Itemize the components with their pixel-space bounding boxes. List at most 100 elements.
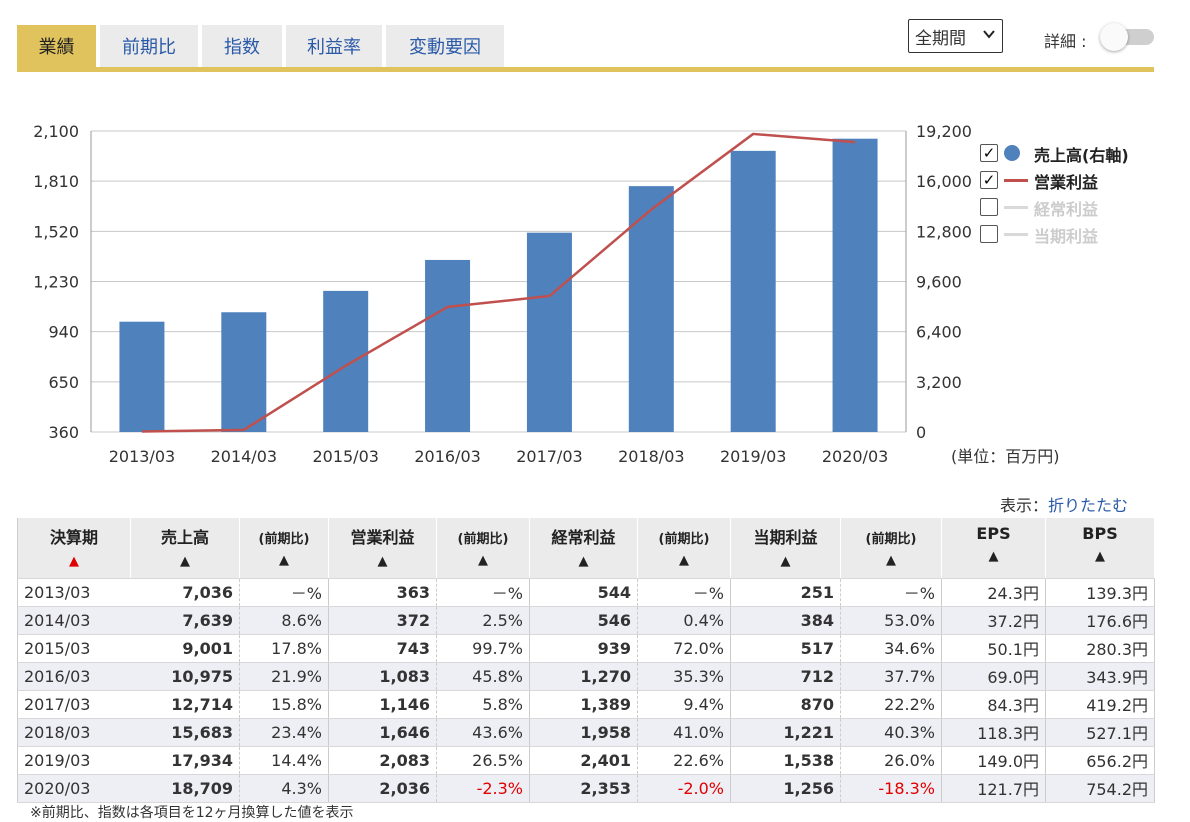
column-header: EPS ▲ <box>941 518 1046 579</box>
table-cell: 35.3% <box>637 662 731 691</box>
table-cell: 363 <box>328 578 437 607</box>
sort-arrow-icon[interactable]: ▲ <box>1095 549 1105 564</box>
fold-link[interactable]: 折りたたむ <box>1048 496 1129 515</box>
table-row: 2015/03 9,001 17.8% 743 99.7% 939 72.0% 517 34.6… <box>17 634 1155 663</box>
legend-dot-sales <box>1004 145 1020 161</box>
sort-arrow-icon[interactable]: ▲ <box>988 549 999 564</box>
sort-arrow-icon[interactable]: ▲ <box>377 554 388 569</box>
table-cell: 53.0% <box>840 606 942 635</box>
table-cell: 743 <box>328 634 437 663</box>
legend-item-ordinary[interactable]: 経常利益 <box>980 194 1160 219</box>
legend-item-sales[interactable]: ✓ 売上高(右軸) <box>980 140 1160 165</box>
table-cell: -2.3% <box>436 774 530 803</box>
table-cell: 84.3円 <box>941 690 1046 719</box>
table-cell: 22.6% <box>637 746 731 775</box>
legend-line-ordinary <box>1004 206 1028 209</box>
display-label: 表示： <box>1000 496 1049 515</box>
sort-arrow-icon[interactable]: ▲ <box>180 554 190 569</box>
table-cell: 280.3円 <box>1045 634 1155 663</box>
table-cell: －% <box>840 578 942 607</box>
legend-checkbox-ordinary[interactable] <box>980 198 998 216</box>
table-cell: 517 <box>730 634 841 663</box>
table-cell: 2.5% <box>436 606 530 635</box>
table-cell: 17.8% <box>239 634 329 663</box>
column-header-label: 営業利益 <box>350 528 415 547</box>
period-select[interactable]: 全期間 <box>908 19 1003 53</box>
table-cell: 18,709 <box>130 774 240 803</box>
sort-arrow-icon[interactable]: ▲ <box>69 554 79 569</box>
tab-margin[interactable]: 利益率 <box>286 25 382 67</box>
table-cell: 2,036 <box>328 774 437 803</box>
table-cell: 1,958 <box>529 718 638 747</box>
table-row: 2013/03 7,036 －% 363 －% 544 －% 251 －% 24.3円 139.3円 <box>17 578 1155 607</box>
column-header: 当期利益 ▲ <box>730 518 841 579</box>
table-cell: 26.5% <box>436 746 530 775</box>
left-axis-tick-label: 1,520 <box>33 222 79 241</box>
results-table: 決算期 ▲ 売上高 ▲ (前期比) ▲ 営業利益 ▲ (前期比) ▲ 経常利益 ▲ (前期比) ▲ 当期利益… <box>17 518 1155 803</box>
sort-arrow-icon[interactable]: ▲ <box>780 554 791 569</box>
table-cell: 1,146 <box>328 690 437 719</box>
table-cell: 139.3円 <box>1045 578 1155 607</box>
table-cell: 1,256 <box>730 774 841 803</box>
legend-checkbox-operating[interactable]: ✓ <box>980 171 998 189</box>
table-row: 2014/03 7,639 8.6% 372 2.5% 546 0.4% 384 53.0% 37… <box>17 606 1155 635</box>
table-cell: 21.9% <box>239 662 329 691</box>
table-cell: 546 <box>529 606 638 635</box>
table-cell: 24.3円 <box>941 578 1046 607</box>
left-axis-tick-label: 360 <box>48 423 79 442</box>
table-cell: 7,639 <box>130 606 240 635</box>
table-cell: 2,083 <box>328 746 437 775</box>
table-cell: －% <box>239 578 329 607</box>
left-axis-tick-label: 1,810 <box>33 172 79 191</box>
table-cell: 22.2% <box>840 690 942 719</box>
table-cell: 2017/03 <box>17 690 131 719</box>
column-header-label: (前期比) <box>865 532 917 547</box>
table-cell: 8.6% <box>239 606 329 635</box>
tab-index[interactable]: 指数 <box>202 25 282 67</box>
tab-results[interactable]: 業績 <box>17 25 96 67</box>
tab-yoy[interactable]: 前期比 <box>100 25 198 67</box>
table-cell: 384 <box>730 606 841 635</box>
column-header: (前期比) ▲ <box>637 518 731 579</box>
sort-arrow-icon[interactable]: ▲ <box>886 553 896 568</box>
legend-item-operating[interactable]: ✓ 営業利益 <box>980 167 1160 192</box>
column-header: (前期比) ▲ <box>840 518 942 579</box>
right-axis-tick-label: 0 <box>916 423 926 442</box>
sort-arrow-icon[interactable]: ▲ <box>679 553 689 568</box>
detail-label: 詳細 : <box>1044 32 1087 51</box>
table-cell: 939 <box>529 634 638 663</box>
table-cell: 2019/03 <box>17 746 131 775</box>
table-cell: 870 <box>730 690 841 719</box>
table-cell: 2015/03 <box>17 634 131 663</box>
x-axis-tick-label: 2017/03 <box>516 447 582 466</box>
table-row: 2019/03 17,934 14.4% 2,083 26.5% 2,401 22.6% 1,… <box>17 746 1155 775</box>
sort-arrow-icon[interactable]: ▲ <box>578 554 589 569</box>
tab-factors[interactable]: 変動要因 <box>386 25 504 67</box>
bar-sales <box>628 186 674 432</box>
x-axis-tick-label: 2015/03 <box>312 447 378 466</box>
legend-label-ordinary: 経常利益 <box>1034 200 1099 219</box>
table-cell: 37.7% <box>840 662 942 691</box>
sort-arrow-icon[interactable]: ▲ <box>478 553 488 568</box>
x-axis-tick-label: 2020/03 <box>822 447 888 466</box>
table-cell: 12,714 <box>130 690 240 719</box>
column-header-label: 経常利益 <box>551 528 616 547</box>
table-cell: 1,538 <box>730 746 841 775</box>
table-cell: 527.1円 <box>1045 718 1155 747</box>
left-axis-tick-label: 940 <box>48 323 79 342</box>
legend-checkbox-sales[interactable]: ✓ <box>980 144 998 162</box>
table-cell: 544 <box>529 578 638 607</box>
legend-checkbox-net[interactable] <box>980 225 998 243</box>
display-row: 表示：折りたたむ <box>1000 492 1128 516</box>
table-cell: 15.8% <box>239 690 329 719</box>
table-cell: 14.4% <box>239 746 329 775</box>
table-cell: 37.2円 <box>941 606 1046 635</box>
x-axis-tick-label: 2018/03 <box>618 447 684 466</box>
legend-line-operating <box>1004 179 1028 182</box>
sort-arrow-icon[interactable]: ▲ <box>279 553 289 568</box>
detail-toggle[interactable] <box>1100 23 1154 51</box>
table-cell: 121.7円 <box>941 774 1046 803</box>
legend-item-net[interactable]: 当期利益 <box>980 221 1160 246</box>
legend-line-net <box>1004 233 1028 236</box>
table-body: 2013/03 7,036 －% 363 －% 544 －% 251 －% 24.3円 139.3円… <box>17 578 1155 803</box>
